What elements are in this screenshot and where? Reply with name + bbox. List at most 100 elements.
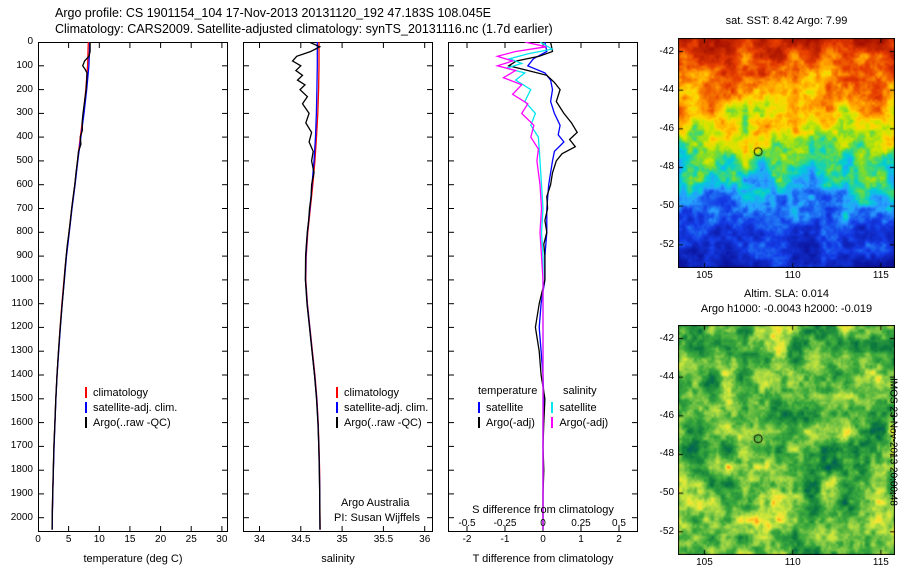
- legend-swatch: [85, 402, 87, 413]
- s-diff-tick-label: -0.25: [493, 518, 517, 529]
- map-x-tick-label: 115: [872, 270, 889, 281]
- temperature-legend: climatology satellite-adj. clim. Argo(..…: [85, 385, 177, 430]
- map-y-tick-label: -44: [659, 84, 674, 96]
- legend-label: Argo(..raw -QC): [93, 416, 171, 429]
- y-tick-label: 2000: [10, 511, 33, 523]
- y-tick-label: 100: [16, 59, 33, 71]
- salinity-profile-plot: [243, 41, 433, 532]
- legend-item: satellite-adj. clim.: [336, 400, 428, 415]
- y-tick-label: 1200: [10, 321, 33, 333]
- map-y-tick-label: -48: [659, 448, 674, 460]
- x-tick-label: 35.5: [373, 534, 394, 545]
- legend-label: satellite: [486, 401, 524, 414]
- legend-swatch: [336, 417, 338, 428]
- legend-label: climatology: [93, 386, 149, 399]
- s-diff-tick-label: -0.5: [458, 518, 476, 529]
- y-tick-label: 700: [16, 202, 33, 214]
- x-tick-label: 36: [419, 534, 431, 545]
- legend-item: satellite: [478, 400, 537, 415]
- sla-map-image: [678, 325, 895, 555]
- timestamp-sideways: IMOS 23-Nov-2013 20:00:48: [887, 378, 899, 506]
- legend-item: climatology: [336, 385, 428, 400]
- series-t-diff-satellite: [526, 41, 565, 530]
- legend-swatch: [336, 402, 338, 413]
- series-s-diff-argo: [495, 41, 547, 530]
- legend-label: satellite-adj. clim.: [344, 401, 429, 414]
- x-tick-label: 10: [93, 534, 105, 545]
- legend-item: satellite-adj. clim.: [85, 400, 177, 415]
- series-argo-raw: [51, 42, 91, 530]
- y-tick-label: 1400: [10, 369, 33, 380]
- series-satellite-adj-clim: [51, 41, 91, 530]
- y-tick-label: 1300: [10, 345, 33, 357]
- y-tick-label: 1500: [10, 392, 33, 404]
- s-diff-axis-label: S difference from climatology: [472, 504, 614, 516]
- legend-group-title: temperature: [478, 385, 538, 397]
- map-y-tick-label: -50: [659, 200, 674, 212]
- temperature-profile-panel: 0 5 10 15 20 25 30 0 100 200 300 400 500 600 700 800 900…: [11, 37, 228, 545]
- legend-label: satellite-adj. clim.: [93, 401, 178, 414]
- map-x-tick-label: 115: [872, 557, 889, 568]
- sst-map-image: [678, 38, 895, 268]
- sla-map-title-line2: Argo h1000: -0.0043 h2000: -0.019: [700, 303, 873, 315]
- x-tick-label: 15: [124, 534, 136, 545]
- legend-item: Argo(-adj): [551, 415, 608, 430]
- y-tick-label: 900: [16, 250, 33, 262]
- tdiff-axis-label: T difference from climatology: [472, 553, 614, 565]
- sla-map-panel: 105 110 115 -42 -44 -46 -48 -50 -52: [660, 325, 895, 568]
- x-tick-label: 20: [155, 534, 167, 545]
- legend-label: satellite: [559, 401, 597, 414]
- legend-item: climatology: [85, 385, 177, 400]
- x-tick-label: 2: [616, 534, 622, 545]
- legend-label: Argo(..raw -QC): [344, 416, 422, 429]
- sst-map-panel: 105 110 115 -42 -44 -46 -48 -50 -52: [660, 38, 895, 281]
- x-tick-label: -1: [500, 534, 510, 545]
- y-tick-label: 1100: [11, 297, 33, 309]
- y-tick-label: 500: [16, 154, 33, 166]
- temperature-axis-label: temperature (deg C): [83, 553, 183, 565]
- y-tick-label: 1000: [10, 273, 33, 285]
- map-y-tick-label: -52: [659, 525, 674, 537]
- legend-swatch: [336, 387, 338, 398]
- map-y-tick-label: -44: [659, 371, 674, 383]
- legend-label: Argo(-adj): [486, 416, 535, 429]
- x-tick-label: 34.5: [291, 534, 311, 545]
- pi-note: PI: Susan Wijffels: [334, 512, 420, 524]
- y-tick-label: 200: [16, 83, 33, 95]
- legend-swatch: [551, 402, 554, 413]
- legend-swatch: [478, 402, 480, 413]
- legend-group-title: salinity: [562, 385, 597, 397]
- y-tick-label: 800: [16, 226, 33, 238]
- sst-map-title: sat. SST: 8.42 Argo: 7.99: [725, 15, 848, 27]
- s-diff-tick-label: 0: [540, 518, 546, 529]
- map-x-tick-label: 110: [784, 557, 801, 568]
- salinity-diff-legend-column: salinity satellite Argo(-adj): [551, 385, 608, 430]
- salinity-legend: climatology satellite-adj. clim. Argo(..…: [336, 385, 428, 430]
- x-tick-label: 30: [216, 534, 228, 545]
- map-y-tick-label: -42: [659, 45, 674, 57]
- s-diff-tick-label: 0.25: [571, 518, 591, 529]
- program-note: Argo Australia: [341, 497, 410, 509]
- series-argo-raw: [291, 41, 322, 530]
- x-tick-label: 34: [253, 534, 266, 545]
- x-tick-label: -2: [462, 534, 472, 545]
- map-y-tick-label: -50: [659, 487, 674, 499]
- salinity-profile-panel: 34 34.5 35 35.5 36: [243, 41, 433, 545]
- salinity-axis-label: salinity: [321, 553, 355, 565]
- map-y-tick-label: -42: [659, 332, 674, 344]
- map-x-tick-label: 105: [696, 557, 713, 568]
- temperature-profile-plot: [37, 41, 228, 532]
- y-tick-label: 300: [16, 107, 33, 119]
- difference-profile-panel: -2 -1 0 1 2 S difference from climatology -0.5…: [448, 41, 638, 545]
- difference-legend: temperature satellite Argo(-adj) salinit…: [478, 385, 608, 430]
- y-tick-label: 1600: [10, 416, 33, 428]
- legend-label: Argo(-adj): [559, 416, 609, 429]
- x-tick-label: 5: [65, 534, 72, 545]
- legend-swatch: [85, 417, 87, 428]
- legend-swatch: [85, 387, 87, 398]
- y-tick-label: 0: [27, 36, 33, 47]
- legend-item: satellite: [551, 400, 608, 415]
- y-tick-label: 1900: [10, 487, 33, 499]
- y-tick-label: 400: [16, 131, 33, 143]
